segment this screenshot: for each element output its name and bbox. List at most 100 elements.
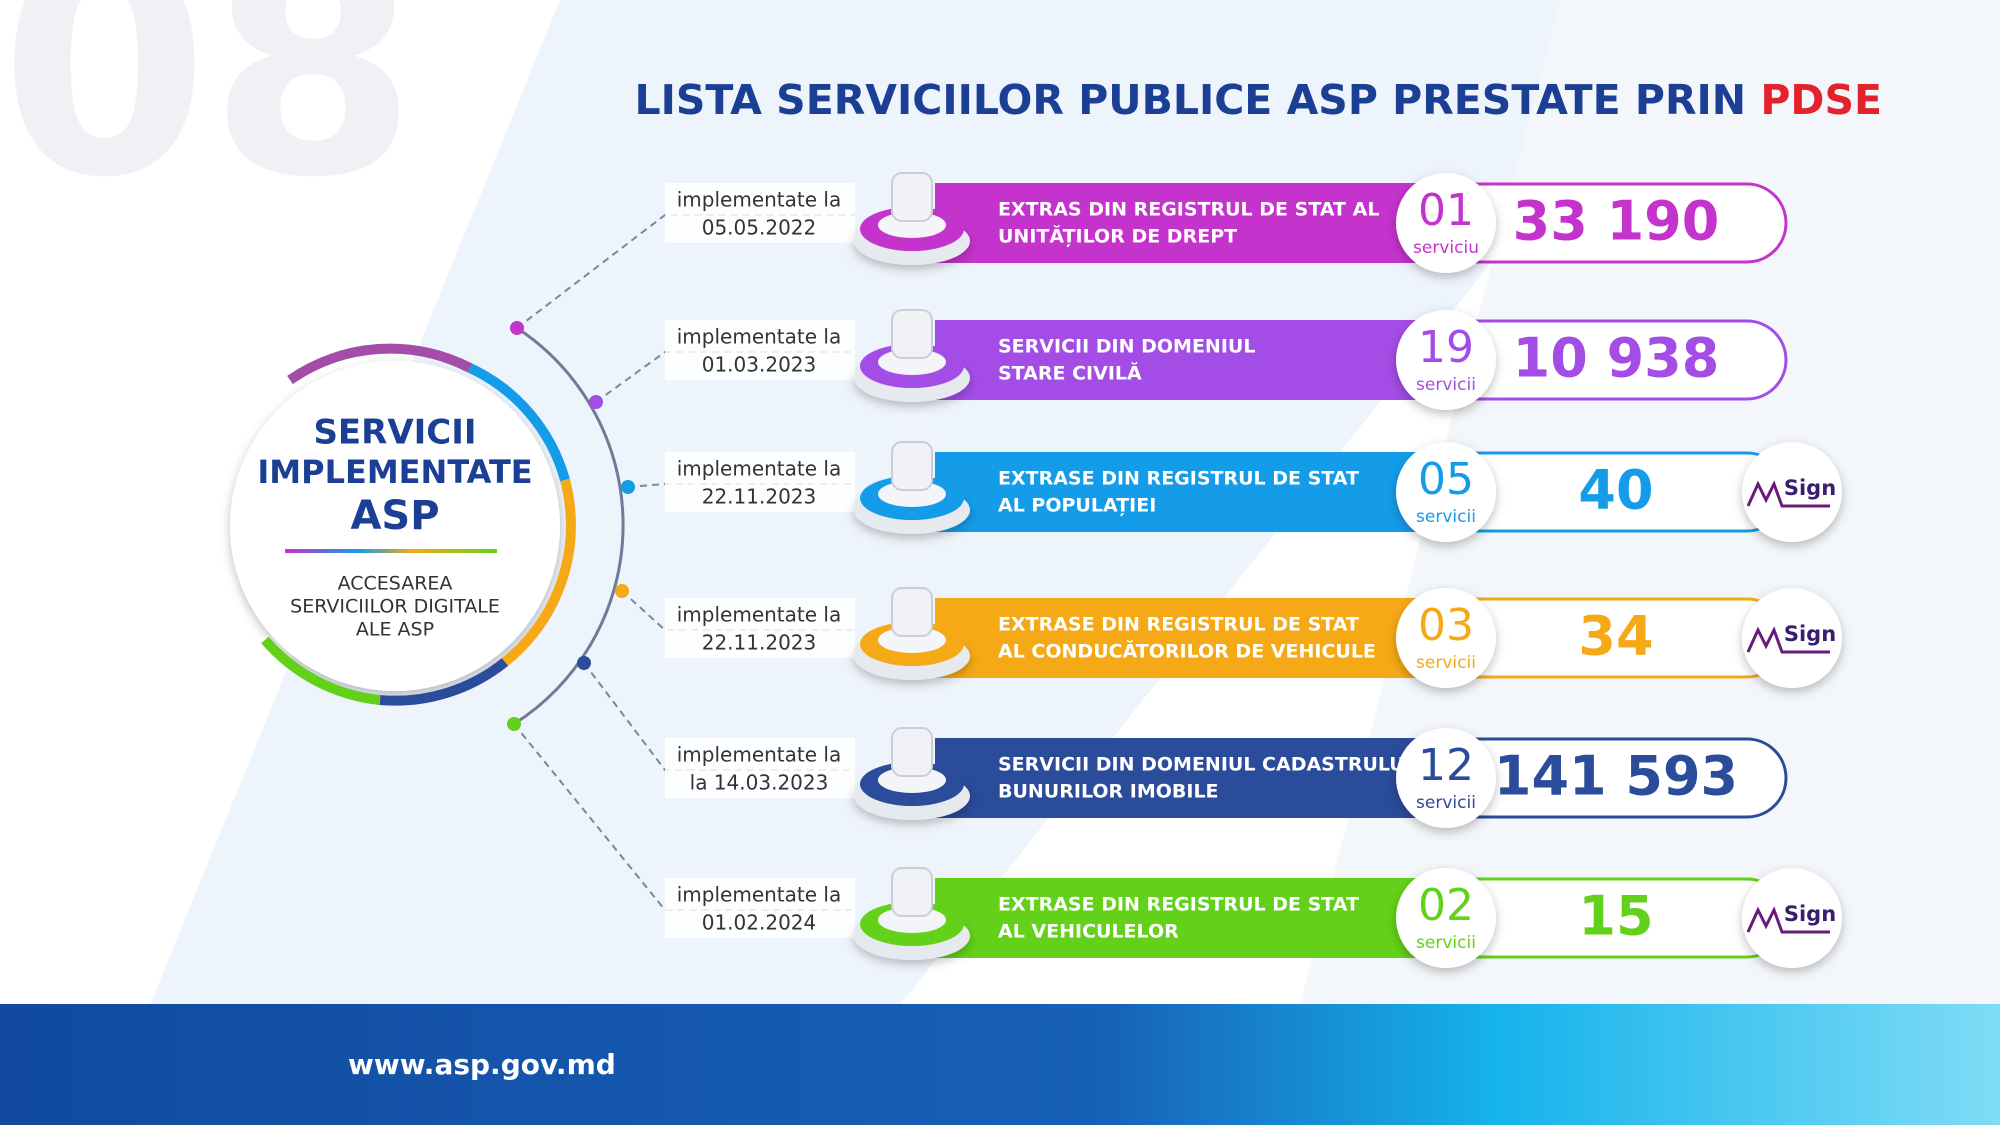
msign-badge [1742, 868, 1842, 968]
service-row: implementate la la 14.03.2023 SERVICII DIN… [577, 656, 1788, 828]
hub-title: IMPLEMENTATE [257, 453, 532, 491]
msign-mark [1746, 480, 1830, 508]
service-bar [935, 738, 1455, 818]
hub-ring [501, 478, 576, 666]
connector-dot [589, 395, 603, 409]
hub-ring [379, 658, 509, 706]
icon [891, 587, 933, 637]
service-row: implementate la 22.11.2023 EXTRASE DIN REG… [621, 441, 1842, 542]
date-bg [665, 452, 855, 512]
date: 05.05.2022 [702, 216, 817, 240]
total: 34 [1578, 605, 1653, 668]
hub-ring [287, 343, 473, 385]
count-unit: servicii [1416, 653, 1476, 673]
date-label: implementate la [677, 883, 841, 907]
count: 12 [1418, 740, 1474, 791]
service-name: EXTRAS DIN REGISTRUL DE STAT AL [998, 199, 1379, 221]
count: 03 [1418, 600, 1474, 651]
count: 01 [1418, 185, 1474, 236]
count-unit: servicii [1416, 507, 1476, 527]
date: 22.11.2023 [702, 485, 817, 509]
service-name: SERVICII DIN DOMENIUL CADASTRULUI [998, 754, 1412, 776]
date-label: implementate la [677, 325, 841, 349]
footer-url: www.asp.gov.md [348, 1048, 616, 1081]
date: 01.03.2023 [702, 353, 817, 377]
date-label: implementate la [677, 743, 841, 767]
service-name: BUNURILOR IMOBILE [998, 781, 1219, 803]
service-name: EXTRASE DIN REGISTRUL DE STAT [998, 614, 1359, 636]
date: 22.11.2023 [702, 631, 817, 655]
total: 33 190 [1513, 190, 1720, 253]
count-badge [1396, 442, 1496, 542]
connector-dot [615, 584, 629, 598]
count: 19 [1418, 322, 1474, 373]
service-name: AL POPULAȚIEI [998, 495, 1156, 517]
service-name: STARE CIVILĂ [998, 361, 1142, 385]
msign-badge [1742, 588, 1842, 688]
connector-dot [510, 321, 524, 335]
service-row: implementate la 01.02.2024 EXTRASE DIN REG… [507, 717, 1842, 968]
service-name: EXTRASE DIN REGISTRUL DE STAT [998, 894, 1359, 916]
service-name: UNITĂȚILOR DE DREPT [998, 224, 1237, 248]
count-badge [1396, 173, 1496, 273]
hub-subtitle: ALE ASP [356, 619, 434, 641]
connector-dot [577, 656, 591, 670]
date: 01.02.2024 [702, 911, 817, 935]
icon [891, 867, 933, 917]
count: 05 [1418, 454, 1474, 505]
service-bar [935, 452, 1455, 532]
date-label: implementate la [677, 457, 841, 481]
icon [891, 441, 933, 491]
connector-dot [621, 480, 635, 494]
hub-title: ASP [350, 493, 439, 539]
count-badge [1396, 310, 1496, 410]
msign-mark [1746, 906, 1830, 934]
hub-subtitle: SERVICIILOR DIGITALE [290, 596, 500, 618]
hub-subtitle: ACCESAREA [338, 573, 453, 595]
service-row: implementate la 01.03.2023 SERVICII DIN DO… [589, 309, 1788, 410]
date-bg [665, 598, 855, 658]
hub-ring [261, 636, 381, 705]
page-number: 08 [0, 0, 417, 243]
count-unit: servicii [1416, 375, 1476, 395]
date-bg [665, 183, 855, 243]
hub-rule [285, 549, 497, 553]
icon [891, 727, 933, 777]
count-badge [1396, 868, 1496, 968]
title: LISTA SERVICIILOR PUBLICE ASP PRESTATE P… [634, 76, 1882, 124]
service-name: AL VEHICULELOR [998, 921, 1179, 943]
total: 10 938 [1513, 327, 1720, 390]
date-bg [665, 738, 855, 798]
service-bar [935, 878, 1455, 958]
service-bar [935, 183, 1455, 263]
count-unit: serviciu [1413, 238, 1479, 258]
date-label: implementate la [677, 188, 841, 212]
total: 141 593 [1494, 745, 1738, 808]
msign-logo: Sign [1784, 902, 1836, 926]
service-name: AL CONDUCĂTORILOR DE VEHICULE [998, 639, 1376, 663]
connector-arc [513, 326, 625, 726]
date-bg [665, 320, 855, 380]
date: la 14.03.2023 [690, 771, 829, 795]
msign-logo: Sign [1784, 622, 1836, 646]
service-name: SERVICII DIN DOMENIUL [998, 336, 1255, 358]
hub-ring [467, 363, 570, 482]
service-name: EXTRASE DIN REGISTRUL DE STAT [998, 468, 1359, 490]
connector-dot [507, 717, 521, 731]
count: 02 [1418, 880, 1474, 931]
total: 40 [1578, 459, 1653, 522]
icon [891, 309, 933, 359]
footer [0, 1004, 2000, 1125]
msign-mark [1746, 626, 1830, 654]
count-unit: servicii [1416, 933, 1476, 953]
total: 15 [1578, 885, 1653, 948]
date-label: implementate la [677, 603, 841, 627]
service-bar [935, 598, 1455, 678]
service-row: implementate la 22.11.2023 EXTRASE DIN REG… [615, 584, 1842, 688]
count-badge [1396, 588, 1496, 688]
msign-logo: Sign [1784, 476, 1836, 500]
msign-badge [1742, 442, 1842, 542]
